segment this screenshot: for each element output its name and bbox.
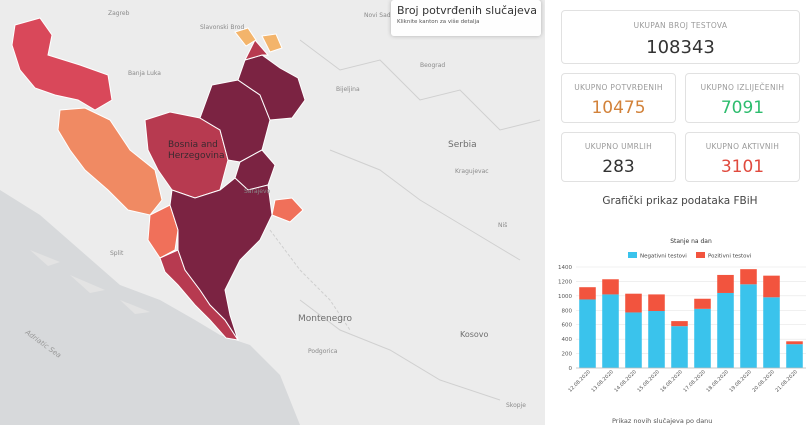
legend-swatch [696,252,705,258]
canton-zenica-doboj[interactable] [199,79,271,163]
info-subtitle: Kliknite kanton za više detalja [397,19,480,25]
card-confirmed: UKUPNO POTVRĐENIH 10475 [561,73,676,123]
x-tick-label: 12.08.2020 [567,369,591,393]
border-line [299,299,501,401]
y-tick-label: 0 [569,366,573,372]
card-label: UKUPAN BROJ TESTOVA [633,21,728,30]
city-label: Zagreb [108,10,130,17]
y-tick-label: 1400 [558,265,572,271]
y-tick-label: 200 [562,352,573,358]
card-label: UKUPNO AKTIVNIH [705,142,780,151]
card-active: UKUPNO AKTIVNIH 3101 [685,132,800,182]
city-label: Podgorica [308,348,338,355]
city-label: Skopje [506,402,526,409]
bar-segment [786,341,803,345]
bar-segment [625,312,642,368]
road-line [299,39,541,131]
bar-segment [717,274,734,293]
card-label: UKUPNO UMRLIH [584,142,653,151]
city-label: Niš [498,222,508,229]
y-tick-label: 600 [562,323,573,329]
bar-segment [763,297,780,368]
chart-svg[interactable]: Stanje na dan Negativni testovi Pozitivni … [548,232,810,425]
legend-swatch [628,252,637,258]
y-tick-label: 1000 [558,294,572,300]
map-info-box: Broj potvrđenih slučajeva Kliknite kanto… [391,0,541,36]
legend-label: Pozitivni testovi [708,254,752,260]
active-value: 3101 [720,157,765,177]
bar-segment [625,293,642,313]
y-tick-label: 800 [562,308,573,314]
x-tick-label: 18.08.2020 [705,369,729,393]
canton-region-south[interactable] [169,177,273,341]
city-label: Bijeljina [336,86,360,93]
legend-label: Negativni testovi [640,254,687,260]
region-brcko[interactable] [234,27,257,47]
confirmed-value: 10475 [591,98,646,118]
city-label: Slavonski Brod [200,24,245,31]
bar-segment [579,287,596,300]
recovered-value: 7091 [720,98,765,118]
card-total-tests: UKUPAN BROJ TESTOVA 108343 [561,10,800,64]
bar-segment [602,294,619,368]
bar-segment [763,275,780,298]
islands [30,250,150,314]
canton-una-sana[interactable] [11,17,113,111]
x-tick-label: 20.08.2020 [751,369,775,393]
city-label: Sarajevo [244,188,271,195]
city-label: Kragujevac [455,168,489,175]
x-tick-label: 15.08.2020 [636,369,660,393]
city-label: Beograd [420,62,446,69]
bar-segment [694,308,711,368]
info-title: Broj potvrđenih slučajeva [397,4,538,17]
country-label-serbia: Serbia [448,140,477,150]
country-label-kosovo: Kosovo [460,330,489,339]
bar-segment [717,292,734,368]
country-label-bih: Bosnia and Herzegovina [168,140,225,161]
x-tick-label: 14.08.2020 [613,369,637,393]
canton-bosnian-podrinje[interactable] [271,197,304,223]
bar-segment [694,298,711,309]
y-tick-label: 400 [562,337,573,343]
city-label: Novi Sad [364,12,391,19]
x-tick-label: 17.08.2020 [682,369,706,393]
total-tests-value: 108343 [646,37,715,58]
bar-segment [579,299,596,368]
card-deaths: UKUPNO UMRLIH 283 [561,132,676,182]
x-tick-label: 13.08.2020 [590,369,614,393]
bar-segment [786,344,803,368]
daily-tests-chart[interactable]: Stanje na dan Negativni testovi Pozitivni … [548,232,810,425]
bar-segment [602,279,619,295]
deaths-value: 283 [602,157,635,177]
bar-segment [740,284,757,368]
x-tick-label: 21.08.2020 [774,369,798,393]
city-label: Banja Luka [128,70,161,77]
road-line [329,149,521,261]
bar-segment [740,269,757,285]
canton-posavina[interactable] [244,39,270,61]
city-label: Split [110,250,124,257]
map-view[interactable]: Zagreb Slavonski Brod Novi Sad Banja Luk… [0,0,545,425]
x-tick-label: 19.08.2020 [728,369,752,393]
bar-segment [648,311,665,368]
card-label: UKUPNO POTVRĐENIH [574,83,663,92]
region-north-east[interactable] [261,33,283,53]
bar-segment [671,326,688,368]
country-label-montenegro: Montenegro [298,314,353,324]
bar-segment [648,294,665,312]
x-tick-label: 16.08.2020 [659,369,683,393]
chart-footer-title: Prikaz novih slučajeva po danu [612,417,713,425]
sea-area [0,190,300,425]
card-recovered: UKUPNO IZLIJEČENIH 7091 [685,73,800,123]
border-line [269,229,351,331]
chart-section-heading: Grafički prikaz podataka FBiH [602,195,758,207]
chart-title: Stanje na dan [670,238,712,245]
map-canvas[interactable] [0,0,545,425]
card-label: UKUPNO IZLIJEČENIH [700,83,785,92]
bar-segment [671,321,688,327]
y-tick-label: 1200 [558,279,572,285]
